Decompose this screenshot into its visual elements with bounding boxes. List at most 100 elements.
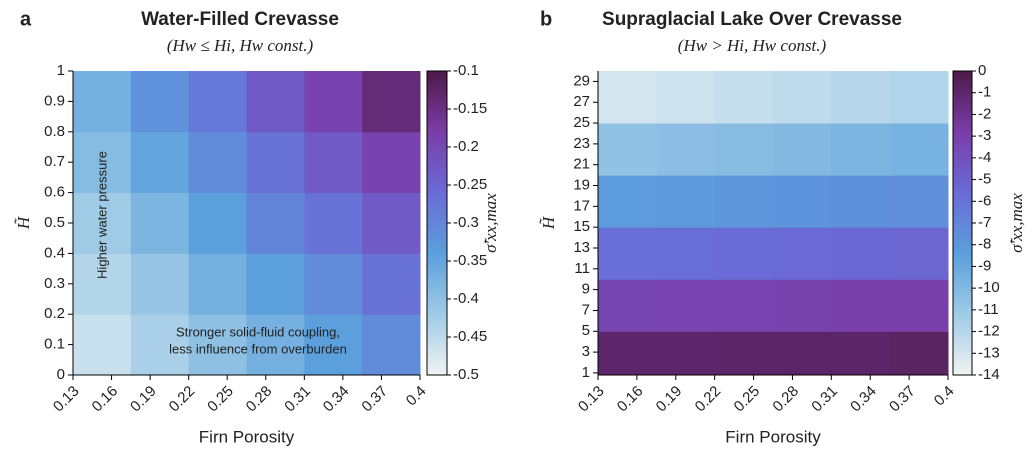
x-tick-label: 0.19 xyxy=(127,383,160,416)
colorbar-tick-label: -9 xyxy=(978,257,991,274)
annotation: less influence from overburden xyxy=(169,341,347,356)
heatmap-cell xyxy=(362,192,421,254)
colorbar-tick-label: -0.3 xyxy=(453,214,479,231)
colorbar-tick-label: -0.5 xyxy=(453,366,479,383)
x-tick-label: 0.19 xyxy=(653,383,686,416)
heatmap-cell xyxy=(73,253,132,315)
y-tick-label: 0 xyxy=(57,366,65,383)
heatmap-cell xyxy=(304,131,363,194)
heatmap-cell xyxy=(73,131,132,194)
colorbar xyxy=(952,70,973,376)
heatmap-cell xyxy=(773,227,832,280)
heatmap-cell xyxy=(130,192,190,254)
heatmap-cell xyxy=(831,227,891,280)
heatmap-cell xyxy=(598,279,657,332)
x-tick-label: 0.31 xyxy=(808,383,841,416)
x-tick-label: 0.16 xyxy=(614,383,647,416)
heatmap-cell xyxy=(304,71,363,133)
heatmap-cell xyxy=(598,227,657,280)
colorbar-tick-label: -0.4 xyxy=(453,290,479,307)
colorbar-tick-label: -4 xyxy=(978,149,991,166)
panel-label: a xyxy=(20,8,32,30)
colorbar-label: σ̃'xx,max xyxy=(481,193,500,253)
colorbar-tick-label: -12 xyxy=(978,323,1000,340)
y-tick-label: 11 xyxy=(574,260,590,277)
y-tick-label: 0.1 xyxy=(44,336,65,353)
chart-title: Water-Filled Crevasse xyxy=(141,9,339,30)
heatmap-cell xyxy=(188,71,247,133)
heatmap-cell xyxy=(889,227,949,280)
heatmap-cell xyxy=(130,253,190,315)
heatmap-cell xyxy=(831,123,891,176)
heatmap-cell xyxy=(714,279,774,332)
heatmap-cell xyxy=(362,131,421,194)
heatmap-cell xyxy=(656,175,716,228)
heatmap-cell xyxy=(831,279,891,332)
x-tick-label: 0.4 xyxy=(931,383,958,410)
heatmap-cell xyxy=(598,71,657,124)
x-tick-label: 0.28 xyxy=(769,383,802,416)
heatmap-cell xyxy=(889,123,949,176)
x-axis-label: Firn Porosity xyxy=(725,427,821,446)
colorbar xyxy=(426,70,448,376)
heatmap-cell xyxy=(656,279,716,332)
heatmap-cell xyxy=(831,71,891,124)
x-tick-label: 0.28 xyxy=(243,383,276,416)
colorbar-label: σ̃'xx,max xyxy=(1007,193,1026,253)
heatmap-cell xyxy=(362,253,421,315)
x-tick-label: 0.25 xyxy=(204,383,237,416)
colorbar-tick-label: -8 xyxy=(978,236,991,253)
heatmap-cell xyxy=(598,175,657,228)
y-tick-label: 0.9 xyxy=(44,92,65,109)
heatmap-cell xyxy=(598,331,657,376)
x-axis-label: Firn Porosity xyxy=(199,427,295,446)
heatmap-cell xyxy=(73,71,132,133)
x-tick-label: 0.37 xyxy=(886,383,919,416)
x-tick-label: 0.16 xyxy=(89,383,122,416)
heatmap-cell xyxy=(130,131,190,194)
y-tick-label: 0.2 xyxy=(44,305,65,322)
colorbar-tick-label: -10 xyxy=(978,279,1000,296)
x-tick-label: 0.34 xyxy=(847,383,880,416)
x-tick-label: 0.37 xyxy=(358,383,391,416)
y-tick-label: 3 xyxy=(582,343,590,360)
heatmap-cell xyxy=(73,314,132,376)
heatmap-cell xyxy=(246,253,305,315)
heatmap-cell xyxy=(714,71,774,124)
y-tick-label: 9 xyxy=(582,281,590,298)
heatmap-cell xyxy=(188,314,247,376)
heatmap-cell xyxy=(598,123,657,176)
heatmap-cell xyxy=(773,331,832,376)
y-tick-label: 23 xyxy=(573,135,590,152)
heatmap-cell xyxy=(889,331,949,376)
x-tick-label: 0.22 xyxy=(692,383,725,416)
y-axis-label: H̃ xyxy=(539,215,558,230)
colorbar-tick-label: -0.1 xyxy=(453,62,479,79)
heatmap-cell xyxy=(714,227,774,280)
heatmap-cell xyxy=(773,175,832,228)
y-tick-label: 0.4 xyxy=(44,244,65,261)
colorbar-tick-label: -6 xyxy=(978,192,991,209)
heatmap-cell xyxy=(304,192,363,254)
heatmap-cell xyxy=(773,71,832,124)
annotation: Stronger solid-fluid coupling, xyxy=(176,324,340,339)
colorbar-tick-label: -5 xyxy=(978,171,991,188)
y-tick-label: 0.3 xyxy=(44,275,65,292)
x-tick-label: 0.4 xyxy=(403,383,430,410)
y-tick-label: 19 xyxy=(573,176,590,193)
y-tick-label: 7 xyxy=(582,301,590,318)
y-tick-label: 25 xyxy=(573,114,590,131)
colorbar-tick-label: -0.35 xyxy=(453,252,487,269)
colorbar-tick-label: -11 xyxy=(978,301,999,318)
colorbar-tick-label: -13 xyxy=(978,344,1000,361)
colorbar-tick-label: -3 xyxy=(978,127,991,144)
heatmap-cell xyxy=(246,314,305,376)
heatmap-cell xyxy=(889,279,949,332)
heatmap-cell xyxy=(714,175,774,228)
y-tick-label: 0.5 xyxy=(44,214,65,231)
x-tick-label: 0.13 xyxy=(575,383,608,416)
x-tick-label: 0.13 xyxy=(50,383,83,416)
chart-title: Supraglacial Lake Over Crevasse xyxy=(602,9,902,30)
heatmap-cell xyxy=(831,331,891,376)
heatmap-cell xyxy=(188,192,247,254)
